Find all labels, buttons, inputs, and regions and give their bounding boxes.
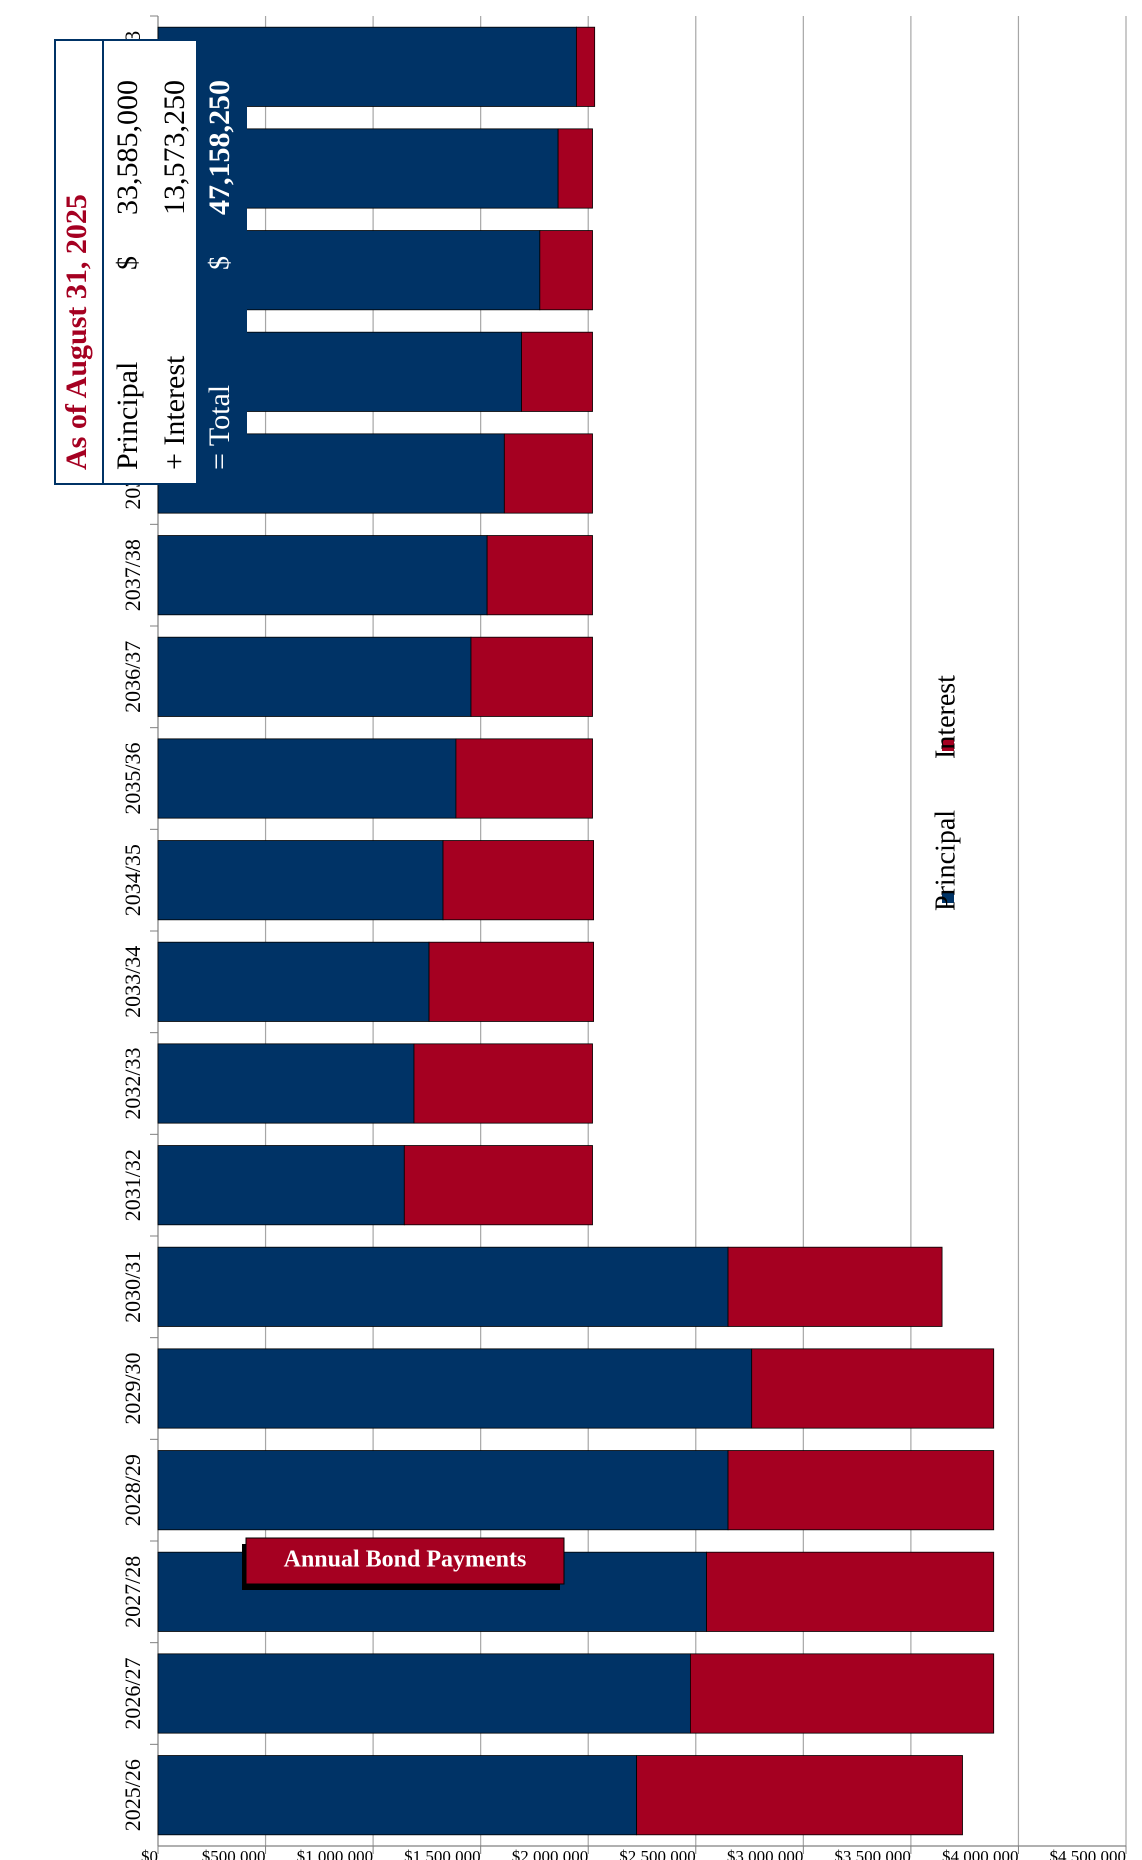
- title-box: [245, 1537, 565, 1585]
- bar-principal-2034-35: [157, 840, 444, 921]
- summary-row-label: + Interest: [158, 355, 191, 470]
- x-tick-label: 2035/36: [120, 742, 145, 814]
- bar-principal-2029-30: [157, 1348, 753, 1429]
- bar-interest-2039-40: [521, 331, 593, 412]
- bar-principal-2028-29: [157, 1450, 729, 1531]
- x-tick-label: 2033/34: [120, 946, 145, 1018]
- summary-total-band: [196, 40, 246, 484]
- summary-heading-band: [54, 39, 104, 485]
- y-tick-label: $3,500,000: [834, 1847, 911, 1860]
- x-tick-label: 2027/28: [120, 1556, 145, 1628]
- bar-interest-2036-37: [470, 636, 593, 717]
- bar-interest-2029-30: [751, 1348, 995, 1429]
- y-tick-label: $0: [141, 1847, 158, 1860]
- x-tick-label: 2030/31: [120, 1251, 145, 1323]
- legend-swatch-interest: [942, 739, 954, 751]
- summary-row-currency: $: [204, 256, 235, 270]
- bar-interest-2030-31: [727, 1246, 943, 1327]
- bar-interest-2038-39: [503, 433, 593, 514]
- x-tick-label: 2025/26: [120, 1759, 145, 1831]
- bar-principal-2037-38: [157, 535, 488, 616]
- bar-interest-2041-42: [557, 128, 593, 209]
- bar-interest-2028-29: [727, 1450, 995, 1531]
- x-tick-label: 2032/33: [120, 1047, 145, 1119]
- bar-interest-2037-38: [486, 535, 593, 616]
- y-tick-label: $1,500,000: [404, 1847, 481, 1860]
- summary-row-currency: $: [112, 256, 143, 270]
- bar-interest-2032-33: [413, 1043, 593, 1124]
- bar-principal-2035-36: [157, 738, 457, 819]
- summary-row-value: 13,573,250: [158, 80, 191, 215]
- legend-swatch-principal: [942, 891, 954, 903]
- y-tick-label: $4,000,000: [942, 1847, 1019, 1860]
- y-tick-label: $4,500,000: [1050, 1847, 1127, 1860]
- summary-heading: As of August 31, 2025: [60, 194, 93, 470]
- bar-interest-2025-26: [636, 1755, 963, 1836]
- bar-principal-2030-31: [157, 1246, 729, 1327]
- bar-interest-2027-28: [706, 1551, 995, 1632]
- summary-row-value: 33,585,000: [111, 80, 144, 215]
- bar-interest-2033-34: [428, 941, 594, 1022]
- plot-area: $0 $500,000 $1,000,000 $1,500,000 $2,000,000…: [120, 15, 1127, 1860]
- x-tick-label: 2028/29: [120, 1454, 145, 1526]
- x-tick-label: 2034/35: [120, 844, 145, 916]
- bar-interest-2035-36: [455, 738, 593, 819]
- x-tick-label: 2037/38: [120, 539, 145, 611]
- bar-interest-2040-41: [539, 230, 593, 311]
- y-tick-label: $2,500,000: [619, 1847, 696, 1860]
- chart-legend: Principal Interest: [930, 675, 961, 911]
- bar-principal-2032-33: [157, 1043, 415, 1124]
- bar-principal-2031-32: [157, 1145, 405, 1226]
- chart-title-box: Annual Bond Payments: [242, 1537, 565, 1590]
- legend-label-interest: Interest: [930, 675, 961, 759]
- x-tick-label: 2029/30: [120, 1352, 145, 1424]
- summary-row-label: Principal: [111, 362, 144, 470]
- y-tick-label: $3,000,000: [727, 1847, 804, 1860]
- bar-interest-2034-35: [442, 840, 594, 921]
- y-tick-label: $1,000,000: [297, 1847, 374, 1860]
- bar-interest-2031-32: [403, 1145, 593, 1226]
- bar-principal-2033-34: [157, 941, 430, 1022]
- y-tick-label: $2,000,000: [512, 1847, 589, 1860]
- x-tick-label: 2036/37: [120, 641, 145, 713]
- y-tick-label: $500,000: [202, 1847, 266, 1860]
- bar-interest-2042-43: [575, 26, 596, 107]
- bar-principal-2026-27: [157, 1653, 691, 1734]
- x-tick-label: 2026/27: [120, 1657, 145, 1729]
- summary-row-label: = Total: [203, 385, 236, 470]
- bar-interest-2026-27: [689, 1653, 995, 1734]
- bar-principal-2036-37: [157, 636, 472, 717]
- summary-box: As of August 31, 2025 Principal $33,585,00…: [54, 39, 247, 485]
- summary-row-value: 47,158,250: [203, 80, 236, 215]
- bar-principal-2025-26: [157, 1755, 638, 1836]
- chart-title: Annual Bond Payments: [284, 1547, 527, 1573]
- legend-label-principal: Principal: [930, 810, 961, 911]
- x-tick-label: 2031/32: [120, 1149, 145, 1221]
